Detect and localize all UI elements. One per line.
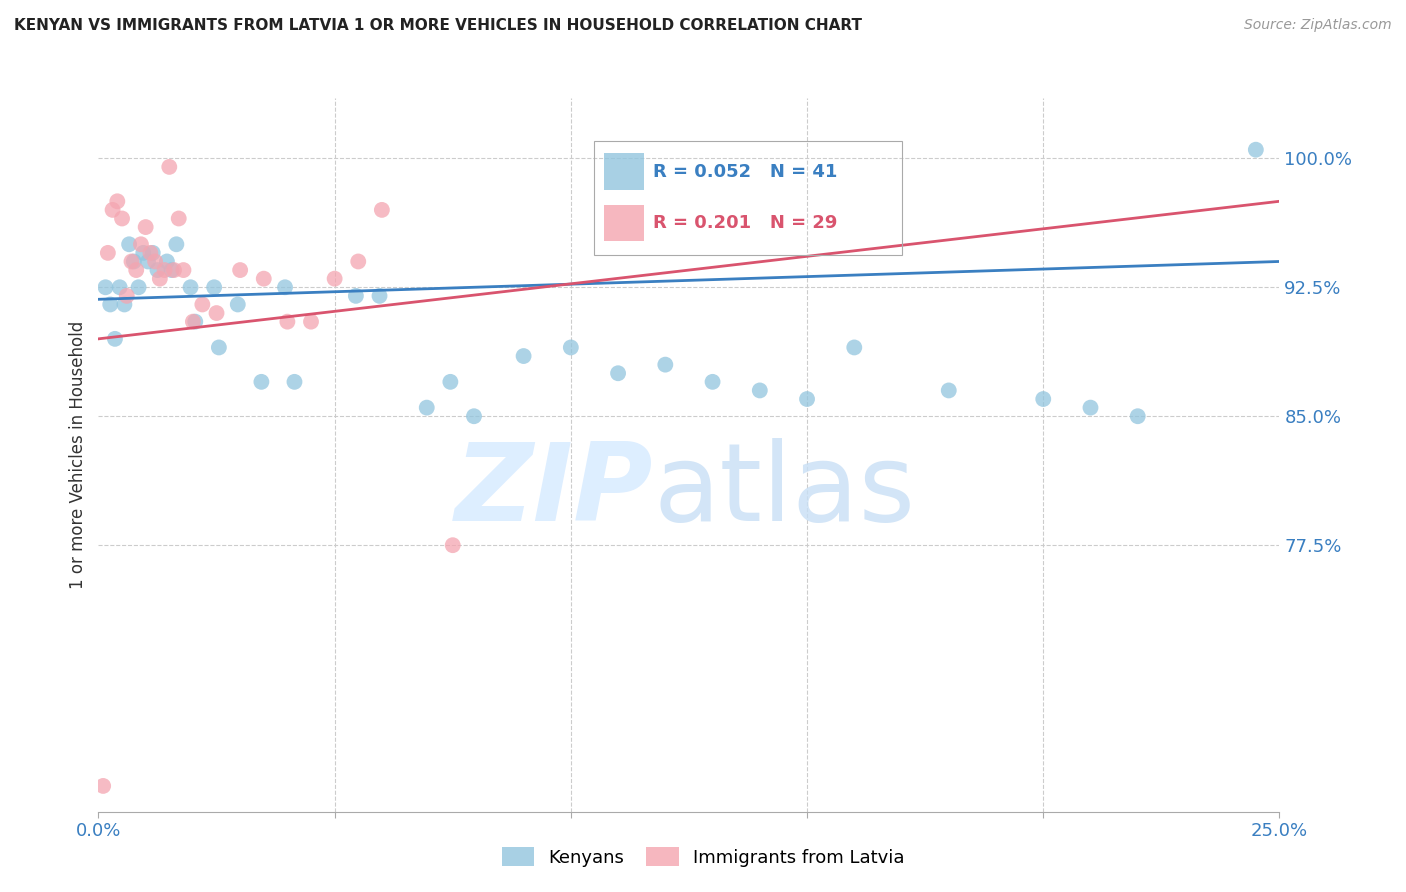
- Point: [112, 297, 135, 311]
- Point: [101, 202, 124, 217]
- Point: [226, 297, 249, 311]
- Point: [299, 315, 322, 329]
- Point: [136, 254, 159, 268]
- Point: [1126, 409, 1149, 424]
- Legend: Kenyans, Immigrants from Latvia: Kenyans, Immigrants from Latvia: [495, 840, 911, 874]
- Y-axis label: 1 or more Vehicles in Household: 1 or more Vehicles in Household: [69, 321, 87, 589]
- Point: [274, 280, 297, 294]
- Point: [1244, 143, 1267, 157]
- Point: [439, 375, 461, 389]
- Point: [323, 271, 346, 285]
- Point: [180, 280, 202, 294]
- Point: [108, 280, 131, 294]
- Point: [98, 297, 121, 311]
- Point: [205, 306, 228, 320]
- Point: [344, 289, 367, 303]
- Point: [1032, 392, 1054, 406]
- Point: [121, 254, 143, 268]
- Point: [146, 263, 169, 277]
- Text: R = 0.052   N = 41: R = 0.052 N = 41: [652, 162, 837, 181]
- Point: [202, 280, 225, 294]
- Point: [368, 289, 391, 303]
- Point: [607, 366, 630, 380]
- Point: [115, 289, 138, 303]
- Point: [796, 392, 818, 406]
- Point: [163, 263, 186, 277]
- Bar: [603, 153, 644, 190]
- Point: [283, 375, 305, 389]
- Point: [165, 237, 187, 252]
- Point: [135, 220, 157, 235]
- Point: [276, 315, 298, 329]
- Point: [938, 384, 960, 398]
- Point: [208, 341, 231, 355]
- Point: [142, 245, 165, 260]
- Point: [748, 384, 770, 398]
- Point: [105, 194, 128, 209]
- Point: [122, 254, 145, 268]
- Point: [167, 211, 190, 226]
- Point: [143, 254, 166, 268]
- Text: Source: ZipAtlas.com: Source: ZipAtlas.com: [1244, 18, 1392, 32]
- Point: [160, 263, 183, 277]
- Point: [129, 237, 152, 252]
- Point: [94, 280, 117, 294]
- Bar: [603, 205, 644, 242]
- Point: [149, 271, 172, 285]
- Point: [416, 401, 439, 415]
- Point: [512, 349, 534, 363]
- Point: [91, 779, 114, 793]
- Point: [125, 263, 148, 277]
- Text: R = 0.201   N = 29: R = 0.201 N = 29: [652, 214, 837, 232]
- Point: [347, 254, 370, 268]
- Point: [128, 280, 150, 294]
- Point: [157, 160, 180, 174]
- Point: [104, 332, 127, 346]
- Point: [153, 263, 176, 277]
- Point: [191, 297, 214, 311]
- Point: [118, 237, 141, 252]
- Point: [97, 245, 120, 260]
- Point: [229, 263, 252, 277]
- Point: [253, 271, 276, 285]
- Point: [844, 341, 866, 355]
- Point: [172, 263, 194, 277]
- Text: ZIP: ZIP: [456, 438, 654, 543]
- Point: [111, 211, 134, 226]
- Point: [139, 245, 162, 260]
- Point: [441, 538, 464, 552]
- Point: [1080, 401, 1102, 415]
- Point: [184, 315, 207, 329]
- Point: [560, 341, 582, 355]
- Text: atlas: atlas: [654, 438, 915, 543]
- Point: [156, 254, 179, 268]
- Text: KENYAN VS IMMIGRANTS FROM LATVIA 1 OR MORE VEHICLES IN HOUSEHOLD CORRELATION CHA: KENYAN VS IMMIGRANTS FROM LATVIA 1 OR MO…: [14, 18, 862, 33]
- Point: [132, 245, 155, 260]
- Point: [181, 315, 204, 329]
- Point: [654, 358, 676, 372]
- Point: [250, 375, 273, 389]
- Point: [463, 409, 485, 424]
- Point: [371, 202, 394, 217]
- Point: [702, 375, 724, 389]
